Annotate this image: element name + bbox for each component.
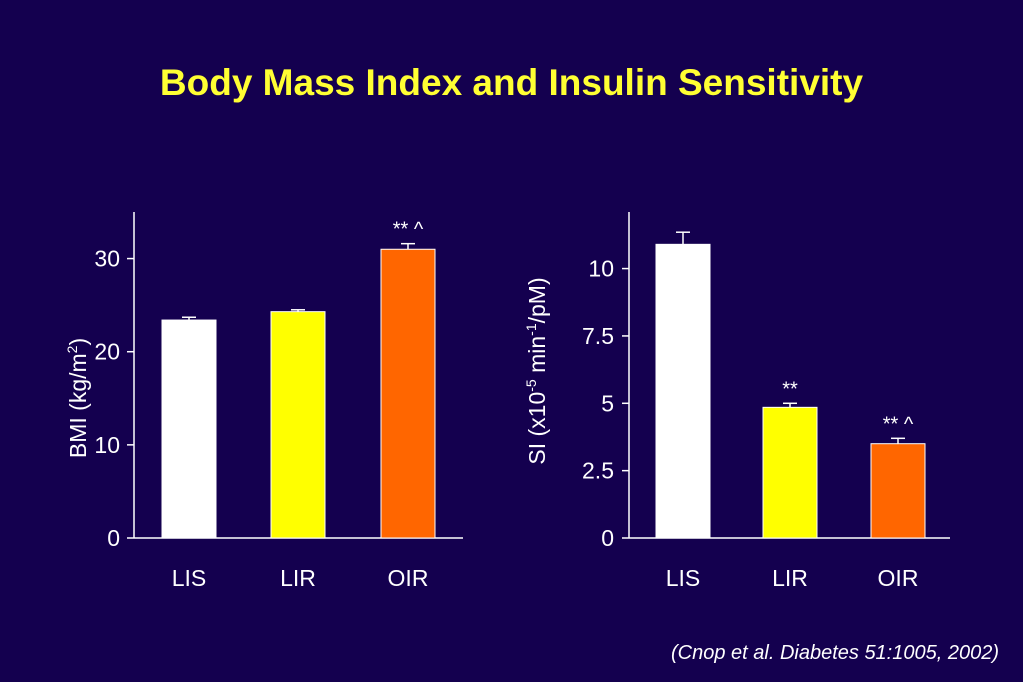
si-category-label-lir: LIR [772, 565, 808, 591]
si-category-label-oir: OIR [878, 565, 919, 591]
si-bar-oir [870, 443, 926, 539]
citation: (Cnop et al. Diabetes 51:1005, 2002) [671, 642, 999, 664]
si-y-tick-label: 7.5 [582, 323, 614, 349]
si-y-axis-label-main: SI (x10 [524, 392, 550, 465]
si-y-tick-label: 2.5 [582, 458, 614, 484]
bmi-category-label-oir: OIR [388, 565, 429, 591]
si-y-tick-label: 10 [588, 256, 614, 282]
bmi-y-tick-label: 10 [94, 432, 120, 458]
si-chart: SI (x10-5 min-1/pM) 0 2.5 5 7.5 10 LIS ** LIR **… [523, 212, 950, 591]
si-bar-lis [655, 243, 711, 539]
si-category-label-lis: LIS [666, 565, 701, 591]
bmi-y-axis-label-end: ) [65, 338, 91, 346]
bmi-y-axis-label: BMI (kg/m2) [64, 338, 91, 458]
si-annotation-lir: ** [782, 378, 798, 400]
bmi-y-tick-label: 20 [94, 339, 120, 365]
bmi-category-label-lir: LIR [280, 565, 316, 591]
si-y-axis-label-sup1: -5 [523, 379, 539, 392]
bmi-y-tick-label: 0 [107, 525, 120, 551]
si-bar-lir [762, 406, 818, 539]
si-y-tick-label: 0 [601, 525, 614, 551]
bmi-annotation-oir: ** ^ [393, 219, 424, 241]
si-y-axis-label: SI (x10-5 min-1/pM) [523, 277, 550, 464]
bmi-chart: BMI (kg/m2) 0 10 20 30 LIS LIR ** ^ OIR [64, 212, 463, 591]
bmi-y-axis-label-main: BMI (kg/m [65, 353, 91, 458]
bmi-bar-lis [161, 319, 217, 539]
si-y-tick-label: 5 [601, 390, 614, 416]
si-y-axis-label-sup2: -1 [523, 323, 539, 336]
bmi-bar-lir [270, 311, 326, 539]
bmi-category-label-lis: LIS [172, 565, 207, 591]
si-annotation-oir: ** ^ [883, 413, 914, 435]
si-y-axis-label-end: /pM) [524, 277, 550, 323]
bmi-y-tick-label: 30 [94, 246, 120, 272]
si-y-axis-label-mid: min [524, 336, 550, 379]
bmi-y-axis-label-sup: 2 [64, 345, 80, 353]
slide-title: Body Mass Index and Insulin Sensitivity [159, 62, 864, 103]
bmi-bar-oir [380, 248, 436, 539]
